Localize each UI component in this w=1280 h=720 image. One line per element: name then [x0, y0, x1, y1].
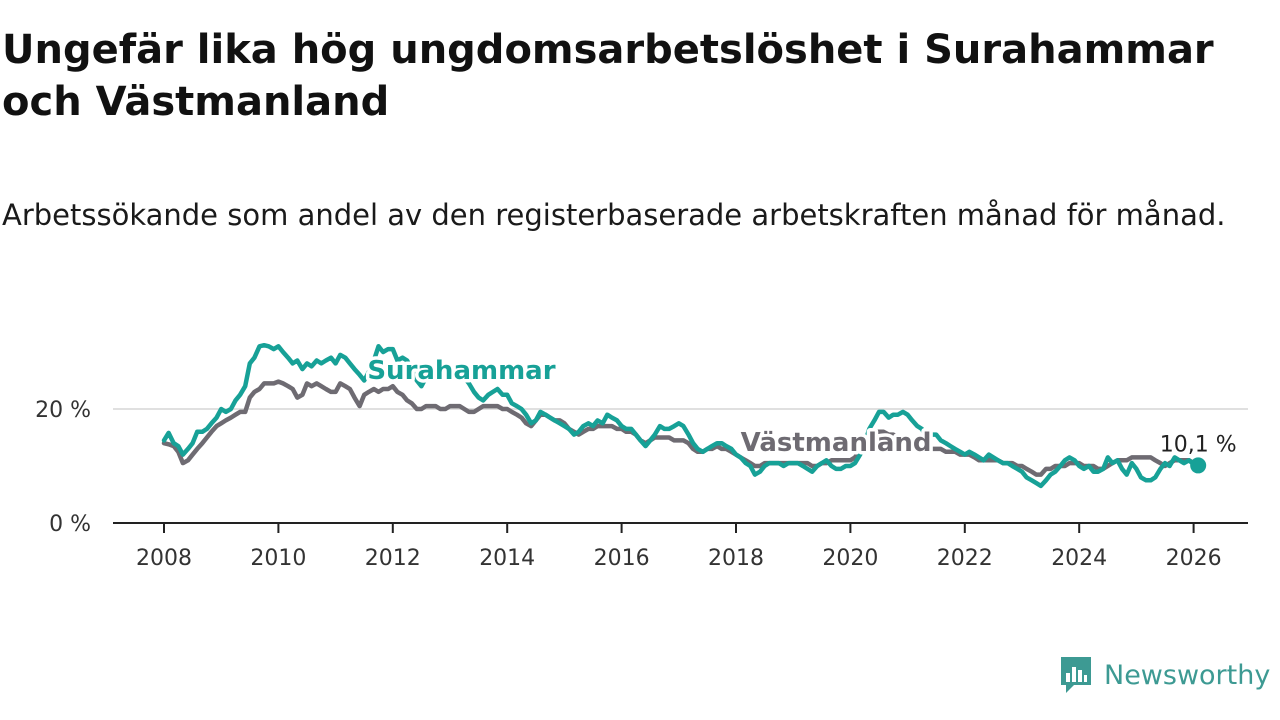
x-tick-label: 2008 [136, 546, 192, 571]
chart-title: Ungefär lika hög ungdomsarbetslöshet i S… [2, 27, 1214, 125]
series-layer [161, 342, 1201, 489]
series-label-halo-vastmanland: Västmanland [741, 428, 932, 458]
y-tick-label: 0 % [49, 512, 91, 537]
x-tick-label: 2012 [365, 546, 421, 571]
newsworthy-brand[interactable]: Newsworthy [1058, 654, 1270, 696]
end-point-marker [1190, 457, 1207, 474]
chart-subtitle: Arbetssökande som andel av den registerb… [2, 198, 1226, 232]
series-label-surahammar: Surahammar [367, 356, 555, 386]
series-label-halo-surahammar: Surahammar [367, 356, 555, 386]
series-line-surahammar [161, 342, 1201, 489]
x-tick-label: 2022 [937, 546, 993, 571]
y-tick-label: 20 % [35, 398, 91, 423]
x-tick-label: 2016 [594, 546, 650, 571]
end-value-label: 10,1 % [1160, 432, 1237, 457]
x-tick-label: 2020 [822, 546, 878, 571]
x-tick-label: 2018 [708, 546, 764, 571]
newsworthy-logo-icon [1061, 657, 1091, 693]
brand-name: Newsworthy [1104, 659, 1271, 691]
x-tick-label: 2014 [479, 546, 535, 571]
series-line-vastmanland [161, 379, 1201, 477]
label-layer: SurahammarSurahammarVästmanlandVästmanla… [364, 352, 1239, 474]
x-tick-label: 2010 [250, 546, 306, 571]
x-tick-label: 2024 [1051, 546, 1107, 571]
series-label-vastmanland: Västmanland [741, 428, 932, 458]
axis-layer: 0 % 20 % 2008 2010 2012 2014 2016 2018 2020 2022 2… [35, 398, 1248, 571]
x-tick-label: 2026 [1166, 546, 1222, 571]
